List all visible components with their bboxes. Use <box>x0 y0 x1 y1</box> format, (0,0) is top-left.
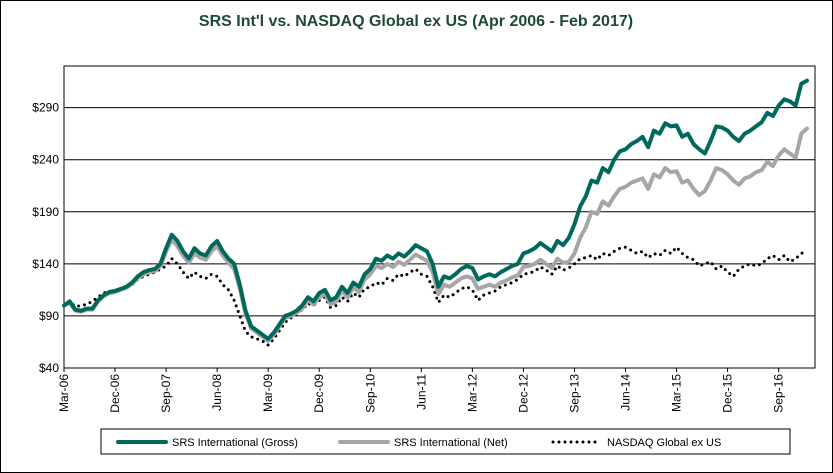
legend-label: NASDAQ Global ex US <box>607 437 721 449</box>
x-tick-label: Dec-15 <box>721 374 735 413</box>
series-line <box>62 78 809 341</box>
x-tick-label: Sep-07 <box>159 374 173 413</box>
y-tick-label: $40 <box>39 361 59 375</box>
x-tick-label: Mar-12 <box>465 374 479 412</box>
series-line <box>62 245 809 347</box>
x-tick-label: Sep-13 <box>567 374 581 413</box>
x-tick-label: Sep-16 <box>772 374 786 413</box>
legend-label: SRS International (Gross) <box>172 437 298 449</box>
y-tick-label: $90 <box>39 309 59 323</box>
x-tick-label: Mar-15 <box>670 374 684 412</box>
x-tick-label: Dec-06 <box>108 374 122 413</box>
x-tick-label: Jun-11 <box>414 374 428 410</box>
x-tick-label: Jun-08 <box>210 374 224 411</box>
legend <box>100 428 791 455</box>
y-tick-label: $290 <box>32 101 59 115</box>
x-tick-label: Mar-06 <box>57 374 71 412</box>
chart-title: SRS Int'l vs. NASDAQ Global ex US (Apr 2… <box>199 13 633 30</box>
x-tick-label: Dec-12 <box>516 374 530 413</box>
x-tick-label: Sep-10 <box>363 374 377 413</box>
x-tick-label: Jun-14 <box>619 374 633 411</box>
x-tick-label: Mar-09 <box>261 374 275 412</box>
legend-label: SRS International (Net) <box>394 437 508 449</box>
y-tick-label: $240 <box>32 153 59 167</box>
y-tick-label: $140 <box>32 257 59 271</box>
y-tick-label: $190 <box>32 205 59 219</box>
x-tick-label: Dec-09 <box>312 374 326 413</box>
